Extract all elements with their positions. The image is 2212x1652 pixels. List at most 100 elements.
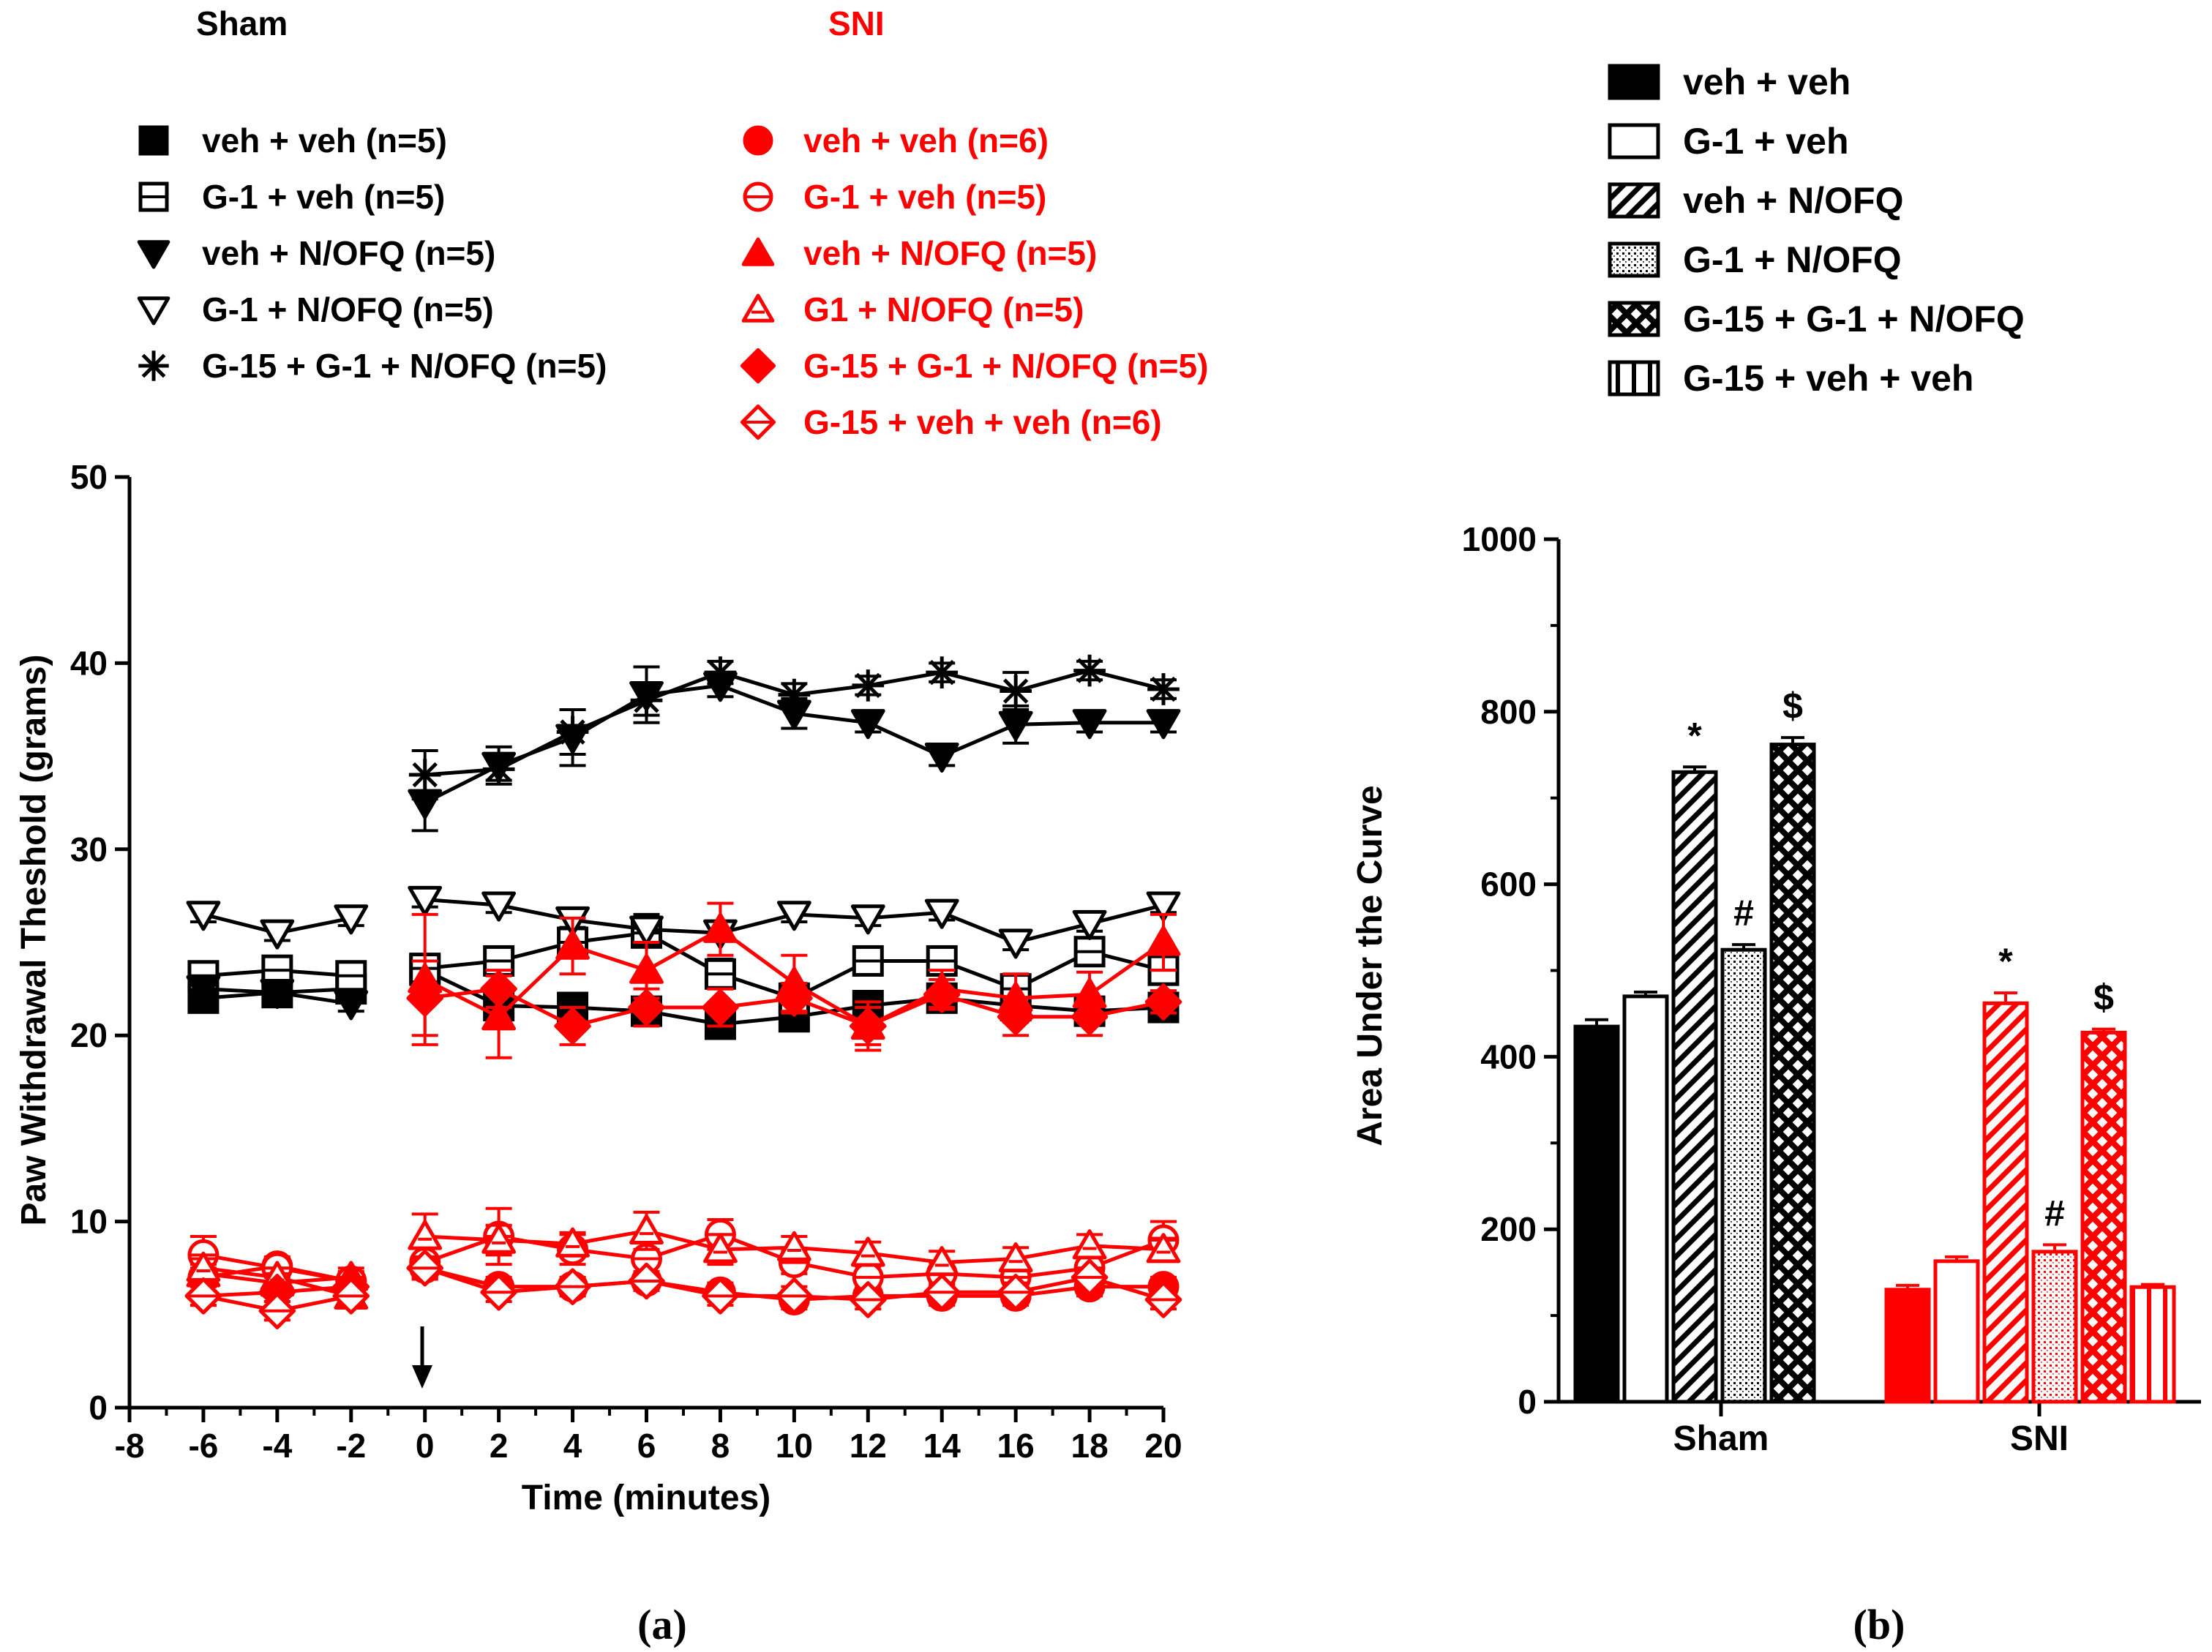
y-tick-label: 50	[70, 458, 108, 496]
x-tick-label: -6	[188, 1427, 218, 1465]
legend-marker-sham-3	[137, 296, 170, 326]
legend-swatch-0	[1608, 64, 1660, 100]
legend-swatch-4	[1608, 301, 1660, 337]
data-point	[408, 759, 441, 791]
data-point-shape	[629, 915, 664, 946]
y-tick-label: 40	[70, 644, 108, 682]
data-point	[923, 1273, 961, 1311]
x-tick-label: 20	[1144, 1427, 1182, 1465]
legend-label-sham-0: veh + veh (n=5)	[202, 121, 447, 159]
data-point	[1073, 936, 1106, 968]
data-point	[630, 684, 663, 717]
data-point	[629, 915, 664, 946]
data-point	[332, 1277, 370, 1315]
data-point	[555, 1227, 590, 1258]
data-point-shape	[481, 1223, 517, 1254]
x-tick-label: 2	[490, 1427, 509, 1465]
bar-annotation: #	[2044, 1193, 2065, 1234]
data-point	[1072, 909, 1107, 941]
x-tick-label: 10	[776, 1427, 813, 1465]
data-point	[703, 1233, 738, 1264]
data-point-spoke	[1076, 658, 1103, 683]
legend-label-sni-3: G1 + N/OFQ (n=5)	[803, 290, 1084, 328]
bar-sni-4	[2080, 1030, 2127, 1404]
legend-marker-sham-1	[138, 181, 169, 212]
data-point-shape	[998, 710, 1033, 741]
x-axis-label: Time (minutes)	[522, 1479, 771, 1517]
data-point-spoke	[708, 659, 733, 686]
series-sham-g-1-n-ofq-n-5-	[186, 885, 1181, 959]
legend-swatch-5	[1608, 360, 1660, 397]
data-point	[186, 975, 221, 1006]
data-point	[703, 912, 738, 943]
data-point	[408, 1220, 443, 1250]
data-point	[260, 979, 295, 1010]
data-point	[778, 678, 811, 711]
legend-marker-sni-1	[743, 181, 773, 212]
data-point-shape	[850, 1236, 885, 1267]
x-tick-label: -8	[115, 1427, 145, 1465]
data-point	[406, 980, 444, 1017]
legend-label-3: G-1 + N/OFQ	[1683, 239, 1902, 280]
data-point	[1144, 983, 1182, 1021]
x-tick-label: 0	[416, 1427, 435, 1465]
legend-marker-sni-2-shape	[741, 237, 775, 266]
data-point-spoke	[634, 688, 659, 713]
data-point-shape	[924, 898, 959, 929]
legend-label-sni-4: G-15 + G-1 + N/OFQ (n=5)	[803, 347, 1208, 385]
data-point-shape	[1072, 709, 1107, 740]
y-tick-label-b: 0	[1518, 1383, 1537, 1421]
legend-label-sham-4: G-15 + G-1 + N/OFQ (n=5)	[202, 347, 607, 385]
data-point-shape	[849, 1007, 887, 1045]
bar-annotation: $	[1782, 686, 1803, 726]
data-point	[1146, 709, 1181, 740]
data-point-shape	[555, 929, 590, 960]
data-point-shape	[555, 1227, 590, 1258]
data-point	[554, 1007, 591, 1045]
data-point	[554, 1268, 591, 1305]
data-point	[850, 709, 885, 740]
bar-sham-4	[1769, 743, 1816, 1404]
bar-sni-5	[2129, 1285, 2176, 1404]
x-tick-label: -2	[336, 1427, 366, 1465]
data-point	[997, 1273, 1035, 1311]
data-point	[852, 669, 885, 702]
data-point	[555, 929, 590, 960]
legend-swatch-3	[1608, 241, 1660, 278]
series-sni-g-15-g-1-n-ofq-n-5-	[184, 959, 1182, 1315]
data-point-spoke	[929, 659, 955, 686]
data-point-spoke	[1002, 678, 1029, 704]
category-label: SNI	[2010, 1419, 2069, 1458]
legend-label-1: G-1 + veh	[1683, 121, 1849, 162]
legend-marker-sham-4	[138, 350, 169, 381]
data-point-shape	[186, 901, 221, 931]
bar-annotation: *	[1687, 715, 1702, 756]
data-point	[335, 960, 367, 992]
data-point	[481, 1000, 517, 1031]
legend-marker-sham-2	[137, 240, 170, 269]
legend-marker-sham-4-spoke	[141, 353, 166, 378]
data-point	[924, 898, 959, 929]
y-tick-label: 10	[70, 1203, 108, 1241]
data-point	[556, 716, 589, 748]
y-tick-label: 30	[70, 830, 108, 868]
x-tick-label: 6	[637, 1427, 656, 1465]
legend-marker-sni-0-shape	[743, 125, 773, 156]
data-point	[923, 975, 961, 1013]
data-point	[997, 998, 1035, 1036]
data-point	[1146, 1233, 1181, 1264]
legend-label-sham-2: veh + N/OFQ (n=5)	[202, 234, 495, 272]
data-point	[998, 710, 1033, 741]
bar-sni-0	[1884, 1288, 1931, 1404]
data-point-shape	[1146, 1233, 1181, 1264]
x-tick-label: 8	[711, 1427, 730, 1465]
x-tick-label: -4	[262, 1427, 292, 1465]
x-tick-label: 14	[923, 1427, 961, 1465]
data-point	[1072, 1229, 1107, 1260]
category-label: Sham	[1673, 1419, 1769, 1458]
legend-panel-b: veh + veh G-1 + veh veh + N/OFQ G-1 + N/OFQ…	[1608, 61, 2025, 399]
data-point	[702, 1277, 739, 1315]
bar-chart-panel-b: 0 200 400 600 800 1000 Sham SNI * # $ * # $ Area Und…	[1351, 520, 2201, 1458]
legend-label-sni-1: G-1 + veh (n=5)	[803, 178, 1046, 216]
